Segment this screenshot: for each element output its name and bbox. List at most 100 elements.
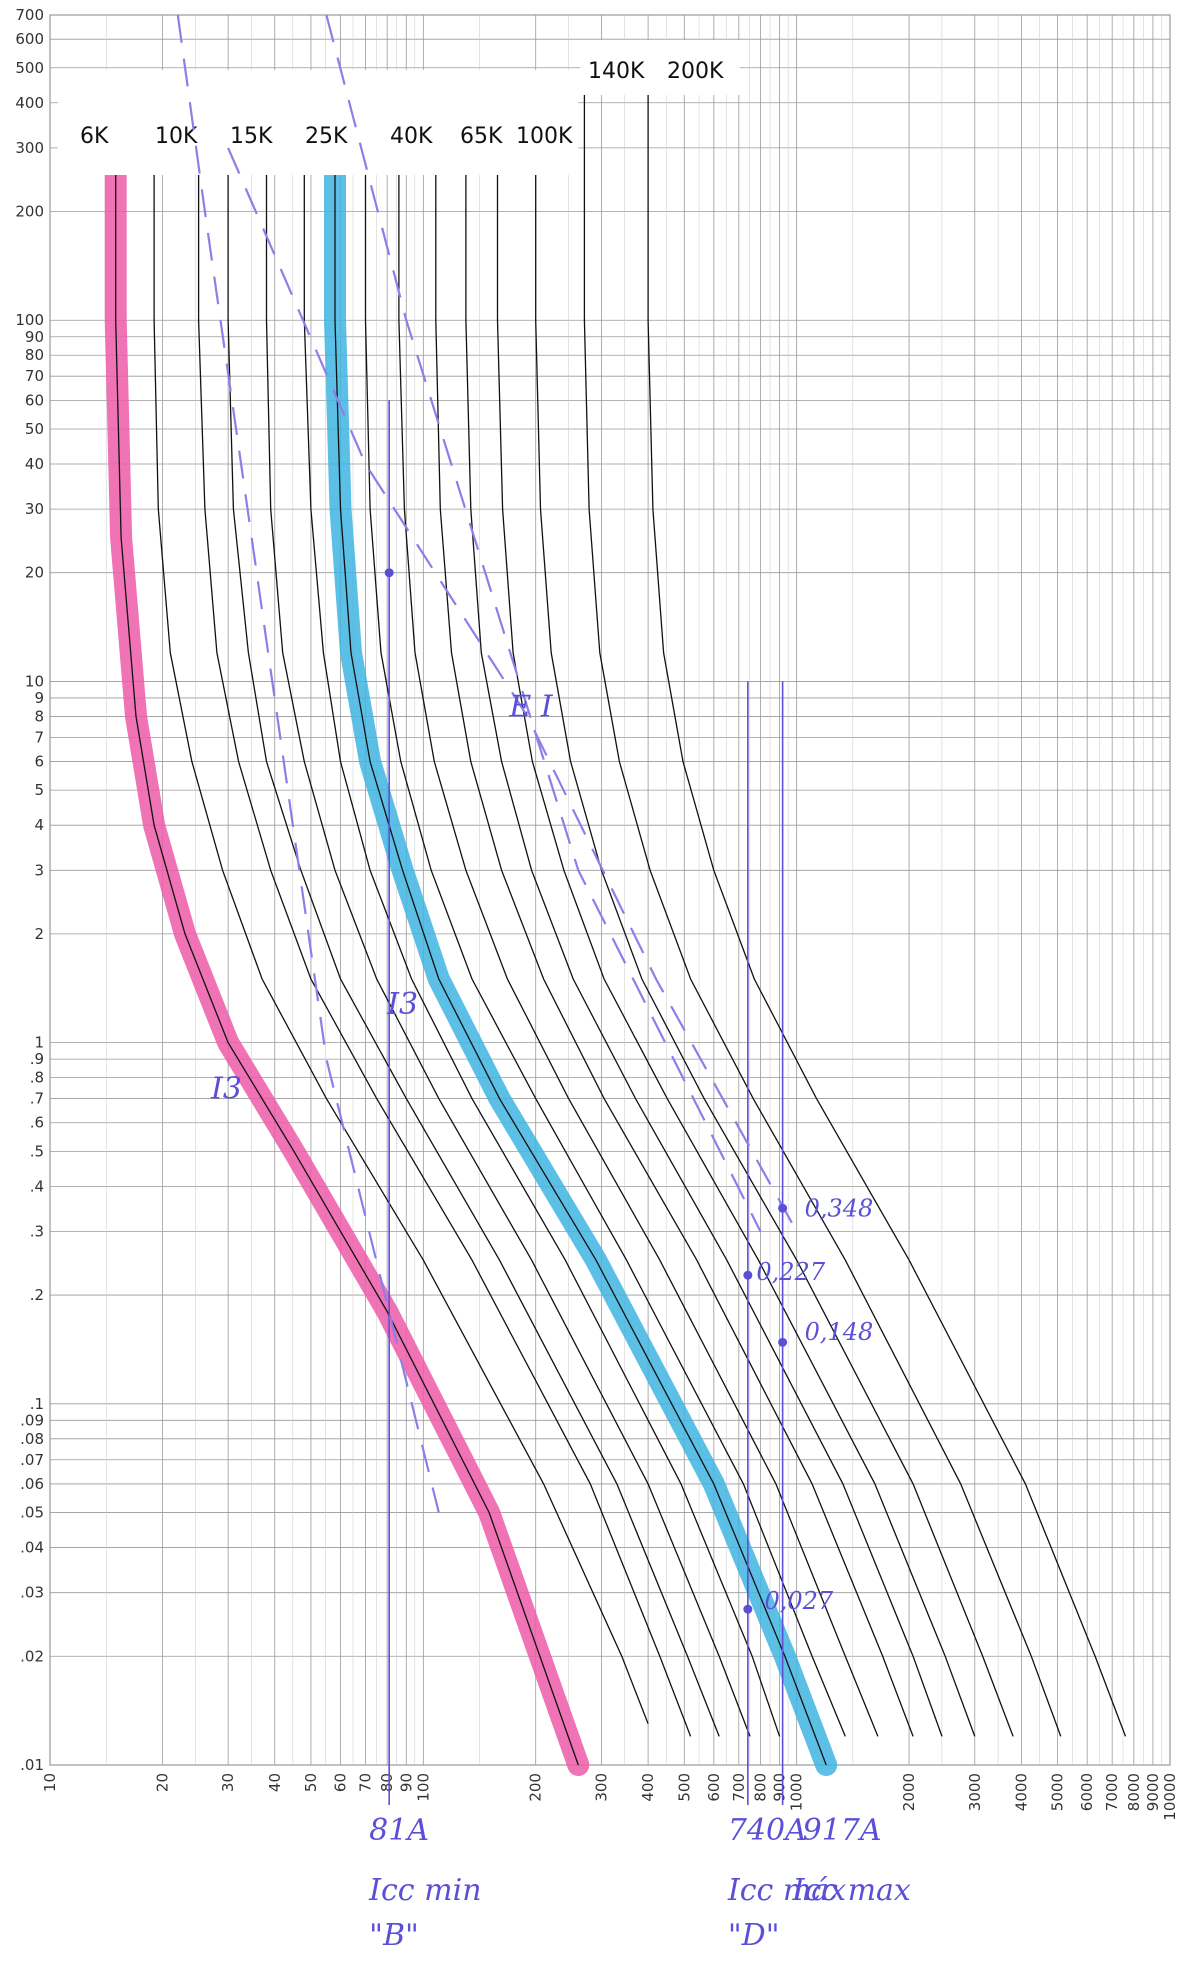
trip-curves <box>115 50 1127 1766</box>
y-tick-label: 600 <box>15 30 44 48</box>
rating-label: 140K <box>588 59 645 84</box>
y-tick-label: .01 <box>20 1756 44 1774</box>
chart-grid <box>49 14 1171 1766</box>
x-tick-label: 3000 <box>966 1773 984 1811</box>
y-tick-label: 200 <box>15 203 44 221</box>
y-tick-label: 700 <box>15 6 44 24</box>
rating-label-box <box>58 70 578 175</box>
annotation-text: 917A <box>803 1813 882 1848</box>
annotation-dashed-line <box>227 147 798 1233</box>
trip-curve-65k <box>465 170 943 1737</box>
y-tick-label: 6 <box>34 753 44 771</box>
y-tick-label: 40 <box>25 455 44 473</box>
y-tick-label: .04 <box>20 1539 44 1557</box>
y-tick-label: 3 <box>34 861 44 879</box>
x-tick-label: 600 <box>705 1773 723 1802</box>
y-tick-label: .5 <box>30 1142 44 1160</box>
y-tick-label: .2 <box>30 1286 44 1304</box>
annotation-text: Icc max <box>792 1873 911 1908</box>
annotation-marker <box>743 1270 753 1280</box>
x-tick-label: 70 <box>357 1773 375 1792</box>
x-tick-label: 200 <box>527 1773 545 1802</box>
y-tick-label: .09 <box>20 1411 44 1429</box>
x-tick-label: 8000 <box>1125 1773 1143 1811</box>
rating-label: 100K <box>516 124 573 149</box>
y-tick-label: 8 <box>34 707 44 725</box>
y-tick-label: .1 <box>30 1395 44 1413</box>
x-tick-label: 60 <box>332 1773 350 1792</box>
x-tick-label: 7000 <box>1103 1773 1121 1811</box>
x-tick-label: 6000 <box>1078 1773 1096 1811</box>
x-tick-label: 10000 <box>1161 1773 1179 1821</box>
x-tick-label: 90 <box>397 1773 415 1792</box>
x-tick-label: 9000 <box>1144 1773 1162 1811</box>
annotation-marker <box>384 568 394 578</box>
annotation-marker <box>778 1337 788 1347</box>
x-tick-label: 20 <box>153 1773 171 1792</box>
x-tick-label: 500 <box>675 1773 693 1802</box>
x-tick-label: 1000 <box>788 1773 806 1811</box>
annotation-text: Icc máx <box>727 1873 846 1908</box>
trip-curve-25k <box>334 170 827 1766</box>
y-tick-label: 10 <box>25 672 44 690</box>
x-tick-label: 700 <box>730 1773 748 1802</box>
y-tick-label: .6 <box>30 1114 44 1132</box>
annotation-text: "D" <box>728 1918 780 1953</box>
y-tick-label: .07 <box>20 1451 44 1469</box>
trip-curve-30k <box>364 170 846 1737</box>
annotation-text: Icc min <box>368 1873 481 1908</box>
y-tick-label: 60 <box>25 391 44 409</box>
trip-curve-140k <box>583 50 1062 1737</box>
annotation-text: 0,027 <box>764 1587 833 1615</box>
y-tick-label: 4 <box>34 816 44 834</box>
x-tick-label: 30 <box>219 1773 237 1792</box>
annotation-dashed-line <box>176 14 440 1513</box>
x-tick-label: 50 <box>302 1773 320 1792</box>
x-tick-label: 10 <box>41 1773 59 1792</box>
annotation-text: "B" <box>369 1918 419 1953</box>
annotation-dashed-line <box>325 14 762 1232</box>
annotation-text: 0,148 <box>805 1318 874 1346</box>
rating-label: 200K <box>667 59 724 84</box>
handwritten-annotations: I3 I3 E I 0,348 0,227 0,148 0,027 81A Icc min "B"… <box>176 14 911 1953</box>
trip-curve-10k <box>197 170 692 1737</box>
trip-curve-80k <box>496 170 976 1737</box>
highlight-band-25k <box>324 159 838 1776</box>
y-tick-label: .3 <box>30 1222 44 1240</box>
y-tick-label: .9 <box>30 1050 44 1068</box>
annotation-text: 0,227 <box>756 1258 825 1286</box>
x-tick-label: 4000 <box>1012 1773 1030 1811</box>
trip-curve-8k <box>153 170 649 1725</box>
y-tick-label: 70 <box>25 367 44 385</box>
y-tick-label: .03 <box>20 1584 44 1602</box>
y-tick-label: .06 <box>20 1475 44 1493</box>
x-tick-label: 80 <box>378 1773 396 1792</box>
rating-label: 15K <box>230 124 273 149</box>
trip-curve-12k <box>227 170 720 1737</box>
annotation-text: I3 <box>210 1072 242 1107</box>
annotation-text: 740A <box>728 1813 807 1848</box>
x-tick-label: 5000 <box>1049 1773 1067 1811</box>
trip-curve-20k <box>303 170 781 1737</box>
y-tick-label: .4 <box>30 1177 44 1195</box>
trip-curve-200k <box>647 50 1127 1737</box>
highlight-bands <box>104 159 838 1776</box>
annotation-text: I3 <box>386 987 418 1022</box>
annotation-text: E I <box>508 689 553 724</box>
y-tick-label: 500 <box>15 59 44 77</box>
trip-curve-40k <box>398 170 879 1737</box>
y-tick-label: 90 <box>25 328 44 346</box>
annotation-text: 81A <box>369 1813 429 1848</box>
y-tick-label: 9 <box>34 689 44 707</box>
x-tick-label: 40 <box>266 1773 284 1792</box>
rating-label: 25K <box>305 124 348 149</box>
x-tick-label: 2000 <box>900 1773 918 1811</box>
x-tick-label: 800 <box>751 1773 769 1802</box>
y-tick-label: .02 <box>20 1647 44 1665</box>
annotation-text: 0,348 <box>805 1195 874 1223</box>
rating-label: 10K <box>155 124 198 149</box>
y-tick-label: 1 <box>34 1034 44 1052</box>
annotation-marker <box>778 1203 788 1213</box>
x-tick-label: 400 <box>639 1773 657 1802</box>
